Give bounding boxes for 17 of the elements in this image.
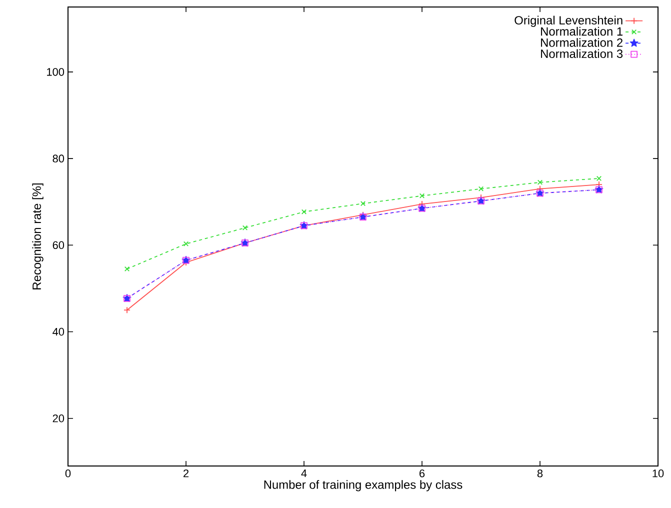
legend-label: Normalization 3	[541, 49, 623, 58]
y-axis-title: Recognition rate [%]	[32, 184, 44, 290]
legend-label: Original Levenshtein	[514, 16, 622, 27]
y-tick-label: 100	[47, 68, 64, 76]
y-tick-label: 40	[52, 328, 64, 336]
x-tick-label: 4	[301, 470, 307, 478]
x-tick-label: 0	[65, 470, 71, 478]
x-tick-label: 10	[652, 470, 664, 478]
x-tick-label: 8	[537, 470, 543, 478]
x-axis-title: Number of training examples by class	[264, 480, 462, 492]
y-tick-label: 20	[52, 414, 64, 422]
x-tick-label: 2	[184, 470, 189, 478]
y-tick-label: 80	[52, 154, 64, 162]
x-tick-label: 6	[420, 470, 425, 478]
legend-label: Normalization 1	[541, 26, 623, 36]
legend-label: Normalization 2	[541, 38, 622, 47]
y-tick-label: 60	[52, 241, 64, 250]
